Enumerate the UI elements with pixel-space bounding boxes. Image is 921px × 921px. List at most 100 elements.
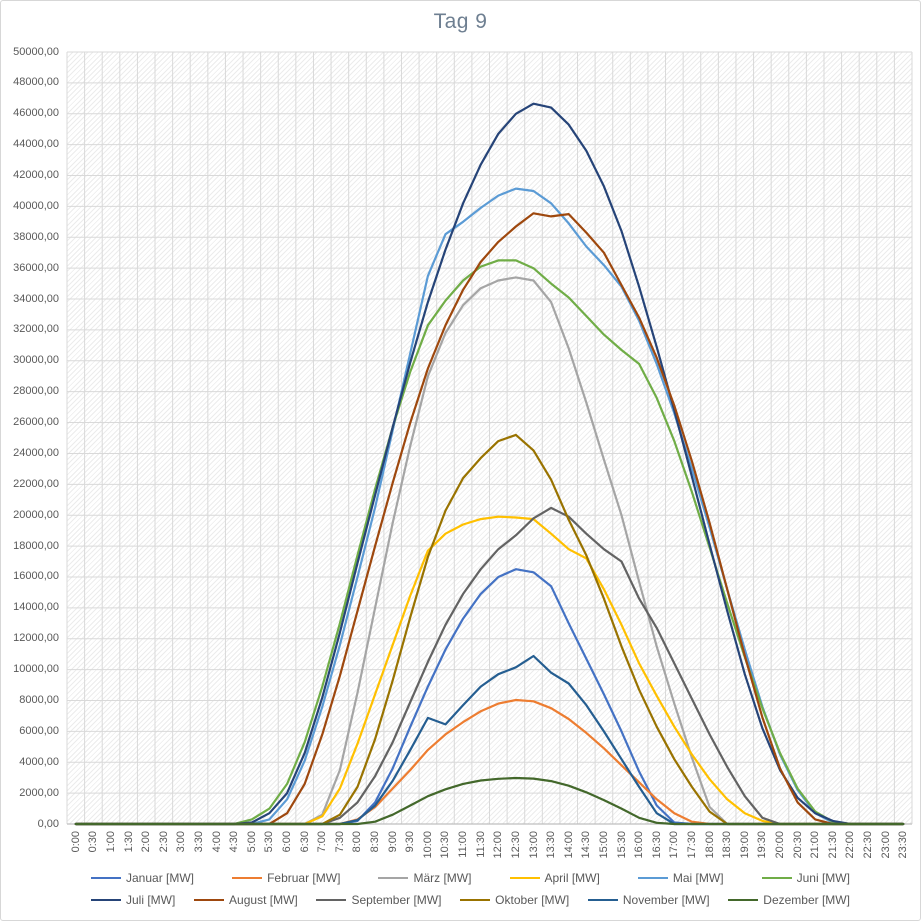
- x-tick-label: 14:00: [562, 831, 575, 859]
- legend-label: Juli [MW]: [126, 893, 176, 907]
- y-tick-label: 40000,00: [13, 199, 59, 212]
- y-tick-label: 8000,00: [19, 693, 59, 706]
- y-tick-label: 30000,00: [13, 354, 59, 367]
- y-tick-label: 32000,00: [13, 323, 59, 336]
- x-tick-label: 15:00: [597, 831, 610, 859]
- x-tick-label: 1:30: [122, 831, 135, 853]
- legend-label: Oktober [MW]: [495, 893, 570, 907]
- x-tick-label: 21:00: [809, 831, 822, 859]
- y-tick-label: 16000,00: [13, 570, 59, 583]
- y-tick-label: 22000,00: [13, 477, 59, 490]
- x-tick-label: 13:00: [527, 831, 540, 859]
- x-tick-label: 8:00: [351, 831, 364, 853]
- x-tick-label: 10:00: [421, 831, 434, 859]
- x-tick-label: 13:30: [545, 831, 558, 859]
- series-line-dezember: [74, 776, 905, 826]
- legend-label: März [MW]: [413, 871, 472, 885]
- legend-line-swatch: [637, 877, 668, 879]
- x-tick-label: 17:00: [668, 831, 681, 859]
- x-tick-label: 21:30: [826, 831, 839, 859]
- legend-line-swatch: [91, 899, 121, 901]
- legend-item-dezember: Dezember [MW]: [728, 893, 850, 907]
- x-tick-label: 1:00: [105, 831, 117, 853]
- y-tick-label: 48000,00: [13, 76, 59, 89]
- legend-line-swatch: [316, 899, 347, 901]
- legend-label: August [MW]: [229, 893, 298, 907]
- x-tick-label: 15:30: [615, 831, 628, 859]
- x-tick-label: 6:00: [281, 831, 294, 853]
- legend-line-swatch: [728, 899, 759, 901]
- plot-svg: [66, 51, 913, 826]
- x-tick-label: 23:30: [897, 831, 910, 859]
- x-tick-label: 10:30: [439, 831, 452, 859]
- legend-item-april: April [MW]: [509, 871, 600, 885]
- legend-label: Mai [MW]: [672, 871, 724, 885]
- legend-line-swatch: [232, 877, 263, 879]
- x-tick-label: 17:30: [685, 831, 698, 859]
- legend-item-märz: März [MW]: [378, 871, 471, 885]
- legend-label: November [MW]: [622, 893, 710, 907]
- x-tick-label: 5:00: [245, 831, 258, 853]
- x-tick-label: 12:00: [492, 831, 505, 859]
- x-tick-label: 6:30: [298, 831, 311, 853]
- legend-line-swatch: [761, 877, 792, 879]
- x-tick-label: 7:30: [333, 831, 346, 853]
- x-tick-label: 4:30: [228, 831, 241, 853]
- x-tick-label: 19:00: [738, 831, 751, 859]
- legend-line-swatch: [460, 899, 491, 901]
- x-tick-label: 9:30: [404, 831, 417, 853]
- legend-label: Februar [MW]: [267, 871, 341, 885]
- legend-item-januar: Januar [MW]: [91, 871, 194, 885]
- y-tick-label: 26000,00: [13, 416, 59, 429]
- x-tick-label: 5:30: [263, 831, 276, 853]
- x-tick-label: 19:30: [756, 831, 769, 859]
- legend-line-swatch: [378, 877, 409, 879]
- x-tick-label: 23:00: [879, 831, 892, 859]
- legend: Januar [MW] Februar [MW] März [MW] April [M…: [91, 867, 850, 911]
- chart-title: Tag 9: [433, 10, 488, 33]
- legend-line-swatch: [194, 899, 225, 901]
- x-tick-label: 3:30: [193, 831, 206, 853]
- legend-label: Januar [MW]: [126, 871, 195, 885]
- y-tick-label: 24000,00: [13, 446, 59, 459]
- x-tick-label: 22:00: [844, 831, 857, 859]
- x-tick-label: 16:30: [650, 831, 663, 859]
- plot-area: [66, 51, 913, 826]
- y-tick-label: 2000,00: [19, 786, 59, 799]
- legend-label: April [MW]: [544, 871, 600, 885]
- x-tick-label: 3:00: [175, 831, 188, 853]
- legend-item-juni: Juni [MW]: [761, 871, 850, 885]
- x-tick-label: 4:00: [210, 831, 223, 853]
- y-tick-label: 10000,00: [13, 663, 59, 676]
- x-tick-label: 20:00: [773, 831, 786, 859]
- y-tick-label: 4000,00: [19, 755, 59, 768]
- x-tick-label: 11:30: [474, 831, 487, 858]
- x-tick-label: 2:00: [140, 831, 153, 853]
- y-tick-label: 38000,00: [13, 230, 59, 243]
- legend-item-august: August [MW]: [194, 893, 298, 907]
- x-tick-label: 18:00: [703, 831, 716, 859]
- x-tick-label: 14:30: [580, 831, 593, 859]
- legend-item-september: September [MW]: [316, 893, 441, 907]
- legend-row-1: Januar [MW] Februar [MW] März [MW] April [M…: [91, 867, 850, 889]
- x-tick-label: 7:00: [316, 831, 329, 853]
- legend-item-februar: Februar [MW]: [232, 871, 340, 885]
- x-tick-label: 8:30: [369, 831, 382, 853]
- legend-line-swatch: [509, 877, 540, 879]
- x-tick-label: 20:30: [791, 831, 804, 859]
- x-tick-label: 16:00: [633, 831, 646, 859]
- y-tick-label: 14000,00: [13, 601, 59, 614]
- legend-line-swatch: [91, 877, 121, 879]
- y-tick-label: 50000,00: [13, 45, 59, 58]
- x-tick-label: 2:30: [157, 831, 170, 853]
- x-tick-label: 22:30: [861, 831, 874, 859]
- x-tick-label: 0:30: [87, 831, 100, 853]
- x-tick-label: 0:00: [69, 831, 82, 853]
- legend-item-mai: Mai [MW]: [637, 871, 724, 885]
- y-tick-label: 44000,00: [13, 138, 59, 151]
- legend-label: Dezember [MW]: [763, 893, 850, 907]
- y-tick-label: 6000,00: [19, 724, 59, 737]
- y-tick-label: 20000,00: [13, 508, 59, 521]
- legend-label: September [MW]: [351, 893, 442, 907]
